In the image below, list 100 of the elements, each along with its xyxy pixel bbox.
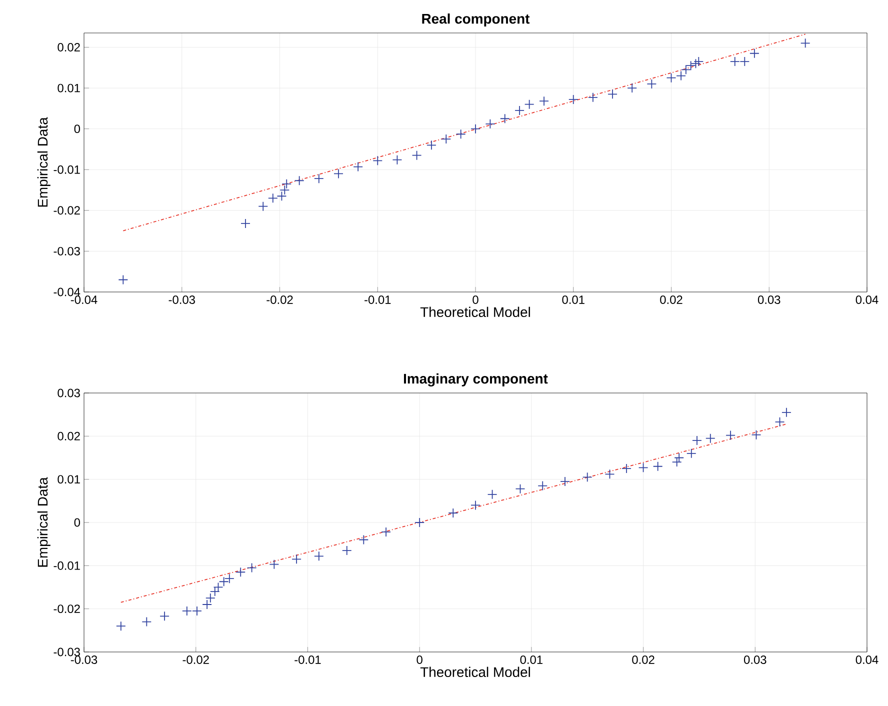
- point: [560, 476, 570, 486]
- y-tick-label: -0.03: [54, 246, 80, 256]
- y-tick-label: -0.03: [54, 648, 80, 656]
- point: [666, 72, 676, 83]
- point: [782, 407, 792, 418]
- point: [538, 480, 548, 491]
- point: [692, 436, 702, 446]
- point: [470, 500, 480, 510]
- x-axis-title: Theoretical Model: [420, 666, 530, 678]
- point: [334, 168, 344, 179]
- point: [118, 274, 128, 285]
- x-tick-label: 0.02: [660, 296, 682, 304]
- x-tick-label: 0.02: [632, 656, 654, 664]
- x-tick-label: -0.02: [182, 656, 209, 664]
- point: [582, 472, 592, 482]
- y-tick-label: -0.02: [54, 604, 80, 614]
- point: [218, 576, 229, 587]
- point: [751, 430, 762, 440]
- y-tick-label: -0.01: [54, 165, 80, 174]
- point: [202, 600, 212, 610]
- x-tick-label: 0.01: [520, 656, 542, 664]
- point: [470, 124, 480, 134]
- point: [116, 621, 126, 632]
- y-tick-label: 0: [74, 124, 80, 134]
- y-tick-label: 0.02: [58, 43, 80, 52]
- point: [258, 201, 268, 212]
- point: [686, 448, 696, 458]
- point: [353, 162, 364, 172]
- point: [749, 48, 760, 58]
- point: [500, 114, 510, 124]
- x-tick-label: -0.03: [168, 296, 195, 304]
- point: [246, 562, 257, 573]
- y-tick-label: 0.03: [58, 388, 80, 398]
- point: [224, 574, 234, 584]
- point: [448, 508, 458, 518]
- point: [160, 611, 170, 622]
- y-axis-title: Empirical Data: [37, 117, 50, 207]
- x-tick-label: 0.04: [856, 656, 878, 664]
- x-tick-label: -0.02: [266, 296, 293, 304]
- point: [487, 489, 498, 500]
- x-tick-label: -0.01: [364, 296, 391, 304]
- point: [638, 462, 648, 473]
- point: [294, 176, 304, 186]
- x-tick-label: 0.03: [758, 296, 780, 304]
- point: [142, 616, 152, 627]
- y-tick-label: 0.02: [58, 432, 80, 440]
- point: [276, 191, 287, 202]
- point: [485, 118, 496, 129]
- point: [800, 38, 810, 48]
- point: [372, 156, 383, 166]
- point: [646, 79, 657, 89]
- point: [358, 534, 369, 545]
- point: [674, 452, 684, 463]
- point: [441, 134, 452, 144]
- point: [392, 154, 402, 165]
- point: [705, 433, 716, 444]
- point: [412, 150, 422, 160]
- x-tick-label: 0.01: [562, 296, 584, 304]
- point: [292, 554, 302, 564]
- point: [240, 218, 250, 228]
- point: [539, 96, 549, 106]
- point: [514, 106, 524, 116]
- point: [381, 527, 391, 537]
- x-tick-label: 0: [472, 296, 478, 304]
- point: [182, 606, 192, 616]
- point: [730, 56, 740, 66]
- y-tick-label: 0.01: [58, 475, 80, 484]
- point: [686, 60, 696, 71]
- point: [690, 58, 701, 69]
- point: [672, 457, 682, 468]
- point: [604, 469, 615, 480]
- point: [456, 129, 466, 140]
- point: [269, 559, 280, 570]
- point: [676, 70, 686, 81]
- y-tick-label: 0: [74, 518, 80, 527]
- point: [524, 99, 534, 110]
- point: [726, 430, 736, 440]
- point: [282, 178, 292, 189]
- point: [608, 89, 618, 100]
- point: [213, 582, 224, 592]
- point: [627, 83, 638, 93]
- chart-title: Imaginary component: [404, 373, 548, 386]
- y-axis-title: Empirical Data: [37, 477, 50, 567]
- chart-title: Real component: [422, 13, 530, 26]
- point: [740, 56, 750, 66]
- x-tick-label: 0: [416, 656, 422, 664]
- point: [236, 567, 246, 578]
- y-tick-label: -0.01: [54, 561, 80, 570]
- point: [774, 416, 785, 427]
- point: [210, 586, 220, 596]
- y-tick-label: -0.04: [54, 288, 80, 296]
- point: [426, 140, 436, 150]
- point: [280, 185, 290, 195]
- point: [680, 64, 691, 75]
- point: [515, 484, 526, 494]
- point: [314, 551, 324, 562]
- point: [414, 518, 425, 528]
- point: [205, 593, 216, 603]
- x-axis-title: Theoretical Model: [420, 306, 530, 318]
- x-tick-label: -0.01: [294, 656, 321, 664]
